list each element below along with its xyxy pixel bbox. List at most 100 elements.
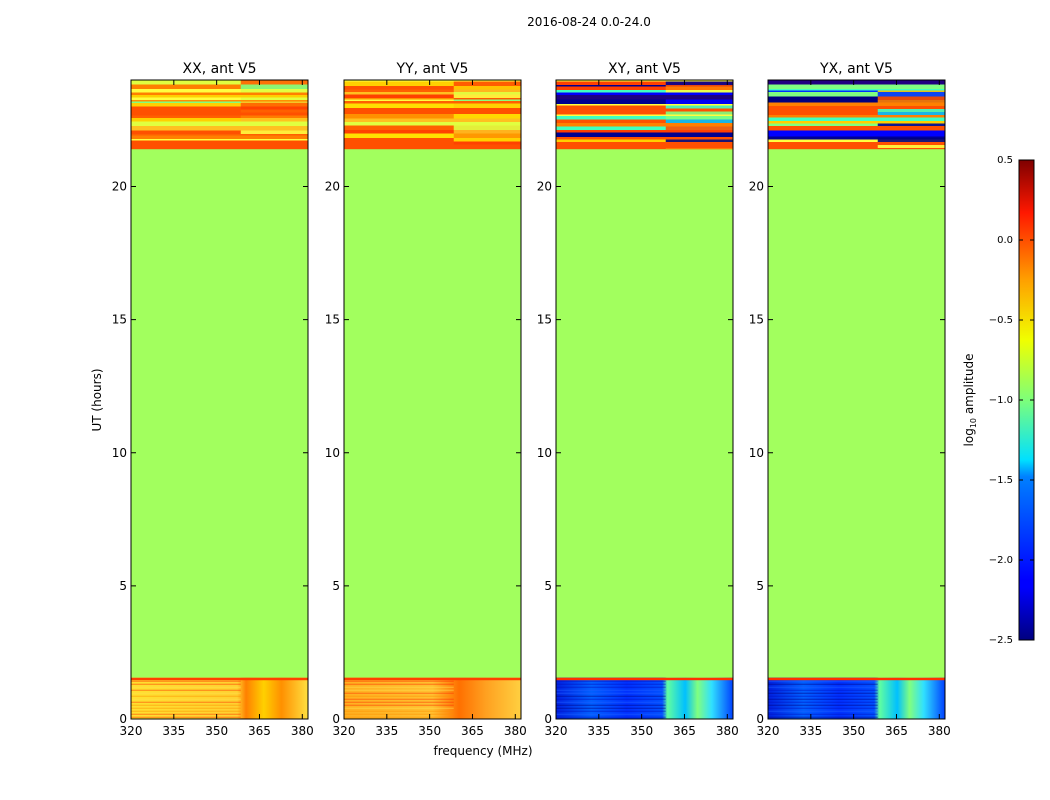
- colorbar-label: log10 amplitude: [962, 354, 978, 447]
- y-tick-label: 20: [749, 180, 764, 194]
- heatmap-stripe: [131, 135, 308, 139]
- x-tick-label: 320: [333, 724, 356, 738]
- suptitle: 2016-08-24 0.0-24.0: [527, 15, 651, 29]
- heatmap-stripe: [344, 130, 521, 134]
- heatmap-stripe: [344, 125, 521, 130]
- heatmap-stripe: [344, 695, 454, 697]
- heatmap-stripe: [344, 92, 521, 95]
- heatmap-stripe: [768, 96, 945, 100]
- heatmap-stripe: [877, 100, 945, 103]
- heatmap-stripe: [768, 707, 878, 709]
- heatmap-stripe: [453, 81, 521, 86]
- x-tick-label: 320: [545, 724, 568, 738]
- heatmap-stripe: [768, 716, 878, 718]
- panel-2: YY, ant V5 320 335 350 365 380 0 5 10 15 20: [325, 61, 527, 738]
- heatmap-stripe: [344, 710, 454, 712]
- heatmap-stripe: [556, 680, 666, 682]
- heatmap-stripe: [240, 80, 308, 85]
- heatmap-stripe: [131, 695, 241, 697]
- heatmap-fill: [768, 80, 945, 719]
- heatmap-stripe: [665, 81, 733, 85]
- heatmap-stripe: [556, 695, 666, 697]
- heatmap-stripe: [453, 80, 521, 82]
- heatmap-stripe: [556, 698, 666, 700]
- heatmap-stripe: [453, 86, 521, 90]
- y-tick-label: 20: [325, 180, 340, 194]
- ylabel: UT (hours): [90, 368, 104, 431]
- x-tick-label: 320: [120, 724, 143, 738]
- x-tick-label: 320: [757, 724, 780, 738]
- heatmap-stripe: [768, 148, 945, 150]
- x-tick-label: 335: [375, 724, 398, 738]
- x-tick-label: 335: [799, 724, 822, 738]
- heatmap-stripe: [131, 103, 308, 107]
- heatmap-stripe: [768, 698, 878, 700]
- y-tick-label: 0: [119, 712, 127, 726]
- xlabel: frequency (MHz): [433, 744, 532, 758]
- heatmap-stripe: [344, 108, 521, 111]
- heatmap-stripe: [131, 97, 308, 100]
- heatmap-stripe: [556, 132, 733, 137]
- axes-frame: [130, 79, 309, 720]
- heatmap-stripe: [556, 145, 733, 148]
- heatmap-stripe: [131, 680, 241, 682]
- x-tick-label: 380: [504, 724, 527, 738]
- heatmap-stripe: [768, 109, 945, 112]
- axes-frame: [555, 79, 734, 720]
- axes-frame: [343, 79, 522, 720]
- heatmap-stripe: [665, 148, 733, 150]
- y-tick-label: 10: [112, 446, 127, 460]
- heatmap-stripe: [768, 686, 878, 688]
- heatmap-stripe: [768, 139, 945, 142]
- heatmap-stripe: [556, 114, 733, 116]
- heatmap-stripe: [240, 118, 308, 122]
- heatmap-stripe: [665, 139, 733, 142]
- colorbar-tick-label: −2.0: [989, 555, 1013, 566]
- heatmap-stripe: [768, 136, 945, 138]
- heatmap-stripe: [768, 80, 945, 85]
- heatmap-stripe: [768, 84, 945, 89]
- heatmap-stripe: [768, 117, 945, 121]
- x-tick-label: 350: [205, 724, 228, 738]
- heatmap-stripe: [453, 138, 521, 142]
- heatmap-stripe: [877, 109, 945, 112]
- heatmap-stripe: [453, 99, 521, 101]
- heatmap-stripe: [131, 140, 308, 144]
- heatmap-stripe: [768, 695, 878, 697]
- y-tick-label: 15: [112, 313, 127, 327]
- heatmap-stripe: [665, 85, 733, 87]
- heatmap-stripe: [665, 90, 733, 93]
- colorbar-tick-label: 0.0: [997, 235, 1013, 246]
- heatmap-stripe: [344, 99, 521, 101]
- heatmap-stripe: [131, 716, 241, 718]
- x-tick-label: 350: [418, 724, 441, 738]
- heatmap-stripe: [877, 96, 945, 100]
- heatmap-stripe: [344, 141, 521, 145]
- heatmap-stripe: [768, 92, 945, 97]
- heatmap-stripe: [131, 109, 308, 113]
- heatmap-stripe: [556, 683, 666, 685]
- heatmap-stripe: [665, 105, 733, 109]
- heatmap-stripe: [665, 86, 733, 90]
- y-tick-label: 5: [544, 579, 552, 593]
- heatmap-stripe: [877, 123, 945, 126]
- colorbar: 0.5 0.0 −0.5 −1.0 −1.5 −2.0 −2.5 log10 amplitu…: [962, 155, 1035, 646]
- heatmap-stripe: [344, 689, 454, 691]
- heatmap-stripe: [131, 101, 308, 103]
- heatmap-fill: [344, 80, 521, 719]
- heatmap-stripe: [556, 126, 733, 130]
- colorbar-tick-label: 0.5: [997, 155, 1013, 166]
- heatmap-stripe: [131, 707, 241, 709]
- heatmap-stripe: [556, 689, 666, 691]
- heatmap-stripe: [768, 112, 945, 115]
- heatmap-stripe: [556, 686, 666, 688]
- y-tick-label: 0: [332, 712, 340, 726]
- heatmap-stripe: [453, 89, 521, 92]
- heatmap-stripe: [344, 89, 521, 92]
- heatmap-stripe: [131, 118, 308, 122]
- heatmap-stripe: [665, 126, 733, 130]
- heatmap-stripe: [556, 119, 733, 123]
- heatmap-stripe: [768, 701, 878, 703]
- heatmap-stripe: [240, 103, 308, 107]
